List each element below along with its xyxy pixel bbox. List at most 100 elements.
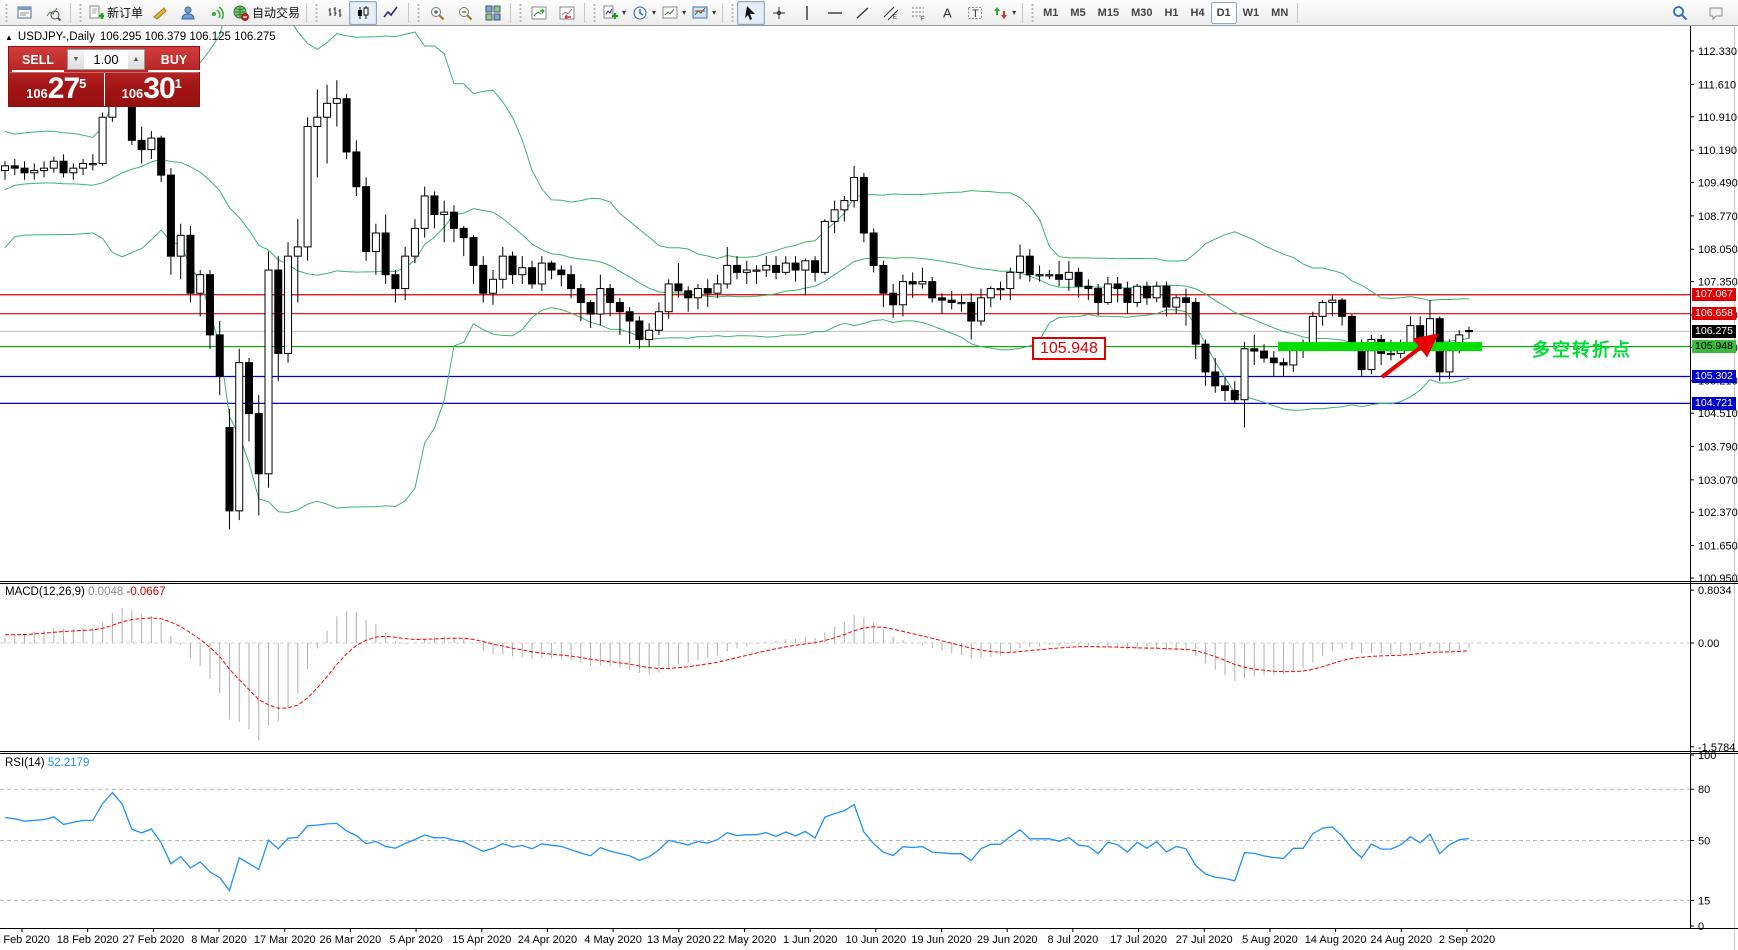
toolbar-grip — [592, 3, 598, 22]
buy-price-big: 30 — [143, 72, 175, 105]
volume-spinner: ▼ ▲ — [67, 49, 145, 70]
toolbar-tf-h1[interactable]: H1 — [1164, 6, 1179, 19]
toolbar-tf-m15[interactable]: M15 — [1097, 6, 1120, 19]
new-order-button[interactable]: 新订单 — [85, 1, 146, 25]
volume-increase-button[interactable]: ▲ — [128, 50, 144, 69]
svg-text:-1.5784: -1.5784 — [1698, 742, 1735, 754]
cursor-button[interactable] — [737, 0, 766, 25]
svg-text:0.8034: 0.8034 — [1698, 585, 1732, 597]
indicators-button[interactable]: ▾ — [599, 1, 629, 25]
equidistant-channel-button[interactable]: E — [877, 1, 905, 25]
rsi-label: RSI(14) 52.2179 — [5, 757, 89, 769]
auto-trading-button[interactable]: 自动交易 — [230, 1, 303, 25]
periods-button[interactable]: ▾ — [629, 1, 659, 25]
panel-borders — [0, 25, 1738, 950]
auto-trading-label: 自动交易 — [252, 6, 301, 20]
toolbar-tf-m5[interactable]: M5 — [1070, 6, 1086, 19]
horizontal-line-button[interactable] — [821, 1, 849, 25]
buy-price[interactable]: 106 30 1 — [105, 73, 200, 106]
search-button[interactable] — [1666, 1, 1694, 25]
chart-shift-button[interactable] — [553, 1, 581, 25]
templates-button[interactable]: ▾ — [659, 1, 689, 25]
svg-text:17 Jul 2020: 17 Jul 2020 — [1110, 934, 1167, 946]
price-level-box[interactable]: 105.948 — [1032, 337, 1106, 360]
svg-text:15 Apr 2020: 15 Apr 2020 — [452, 934, 511, 946]
toolbar-tf-d1[interactable]: D1 — [1210, 1, 1237, 24]
svg-text:108.770: 108.770 — [1698, 211, 1738, 223]
horizontal-line-icon — [827, 5, 843, 21]
zoom-in-button[interactable] — [423, 1, 451, 25]
svg-text:10 Jun 2020: 10 Jun 2020 — [846, 934, 907, 946]
svg-text:110.190: 110.190 — [1698, 145, 1737, 157]
svg-text:101.650: 101.650 — [1698, 541, 1738, 553]
toolbar: 新订单 自动交易 ▾ ▾ ▾ ▾ E F A T ▾ M1 M5 M15 M30 H1 H4 D1 W1 MN — [0, 0, 1738, 26]
profiles-button[interactable] — [39, 1, 67, 25]
svg-text:111.610: 111.610 — [1698, 79, 1736, 91]
svg-text:5 Aug 2020: 5 Aug 2020 — [1242, 934, 1298, 946]
volume-decrease-button[interactable]: ▼ — [68, 50, 84, 69]
auto-scroll-button[interactable] — [525, 1, 553, 25]
new-chart-window-button[interactable] — [11, 1, 39, 25]
line-chart-icon — [383, 5, 399, 21]
toolbar-tf-mn[interactable]: MN — [1271, 6, 1289, 19]
toolbar-separator — [584, 2, 586, 23]
new-order-label: 新订单 — [107, 6, 144, 20]
axis-price-label-106.275: 106.275 — [1692, 324, 1736, 338]
zoom-out-button[interactable] — [451, 1, 479, 25]
svg-text:50: 50 — [1698, 836, 1710, 848]
line-chart-button[interactable] — [377, 1, 405, 25]
svg-text:100.950: 100.950 — [1698, 573, 1738, 585]
toolbar-tf-h4[interactable]: H4 — [1190, 6, 1205, 19]
svg-text:0: 0 — [1698, 921, 1704, 933]
text-label-button[interactable]: T — [961, 1, 989, 25]
svg-text:18 Feb 2020: 18 Feb 2020 — [57, 934, 119, 946]
candlestick-chart-button[interactable] — [349, 0, 378, 25]
svg-text:4 May 2020: 4 May 2020 — [584, 934, 641, 946]
text-button[interactable]: A — [933, 1, 961, 25]
buy-button[interactable]: BUY — [148, 49, 200, 72]
sell-price-big: 27 — [47, 72, 80, 105]
svg-text:104.510: 104.510 — [1698, 408, 1738, 420]
tile-windows-button[interactable] — [479, 1, 507, 25]
toolbar-tf-w1[interactable]: W1 — [1242, 6, 1260, 19]
chart-shift-icon — [559, 5, 575, 21]
svg-text:27 Jul 2020: 27 Jul 2020 — [1176, 934, 1233, 946]
toolbar-tf-m1[interactable]: M1 — [1043, 6, 1059, 19]
chart-objects[interactable] — [1278, 333, 1482, 379]
toolbar-grip — [416, 3, 422, 22]
svg-text:14 Aug 2020: 14 Aug 2020 — [1305, 934, 1367, 946]
toolbar-separator — [306, 2, 308, 23]
market-watch-button[interactable] — [146, 1, 174, 25]
svg-text:109.490: 109.490 — [1698, 178, 1738, 190]
svg-text:24 Aug 2020: 24 Aug 2020 — [1370, 934, 1432, 946]
axis-price-label-104.721: 104.721 — [1692, 396, 1736, 410]
axis-price-label-105.302: 105.302 — [1692, 369, 1736, 383]
svg-text:T: T — [972, 8, 979, 20]
expert-advisors-button[interactable] — [174, 1, 202, 25]
sell-button[interactable]: SELL — [12, 49, 64, 72]
macd-main-value: 0.0048 — [88, 586, 124, 598]
crosshair-icon — [771, 5, 787, 21]
turning-point-annotation[interactable]: 多空转折点 — [1532, 340, 1632, 360]
svg-text:24 Apr 2020: 24 Apr 2020 — [518, 934, 577, 946]
vertical-line-button[interactable] — [793, 1, 821, 25]
signals-icon — [208, 5, 224, 21]
svg-text:19 Jun 2020: 19 Jun 2020 — [911, 934, 972, 946]
template-colors-button[interactable]: ▾ — [689, 1, 719, 25]
profiles-icon — [45, 5, 61, 21]
chat-button[interactable] — [1702, 1, 1730, 25]
fibonacci-button[interactable]: F — [905, 1, 933, 25]
sell-price[interactable]: 106 27 5 — [9, 73, 105, 106]
one-click-collapse-icon[interactable]: ▲ — [5, 32, 13, 42]
volume-input[interactable] — [84, 50, 128, 69]
trendline-button[interactable] — [849, 1, 877, 25]
bar-chart-button[interactable] — [321, 1, 349, 25]
signals-button[interactable] — [202, 1, 230, 25]
macd-signal-value: -0.0667 — [126, 586, 166, 598]
crosshair-button[interactable] — [765, 1, 793, 25]
toolbar-tf-m30[interactable]: M30 — [1131, 6, 1153, 19]
candlestick-chart-icon — [355, 5, 371, 21]
arrows-button[interactable]: ▾ — [989, 1, 1019, 25]
